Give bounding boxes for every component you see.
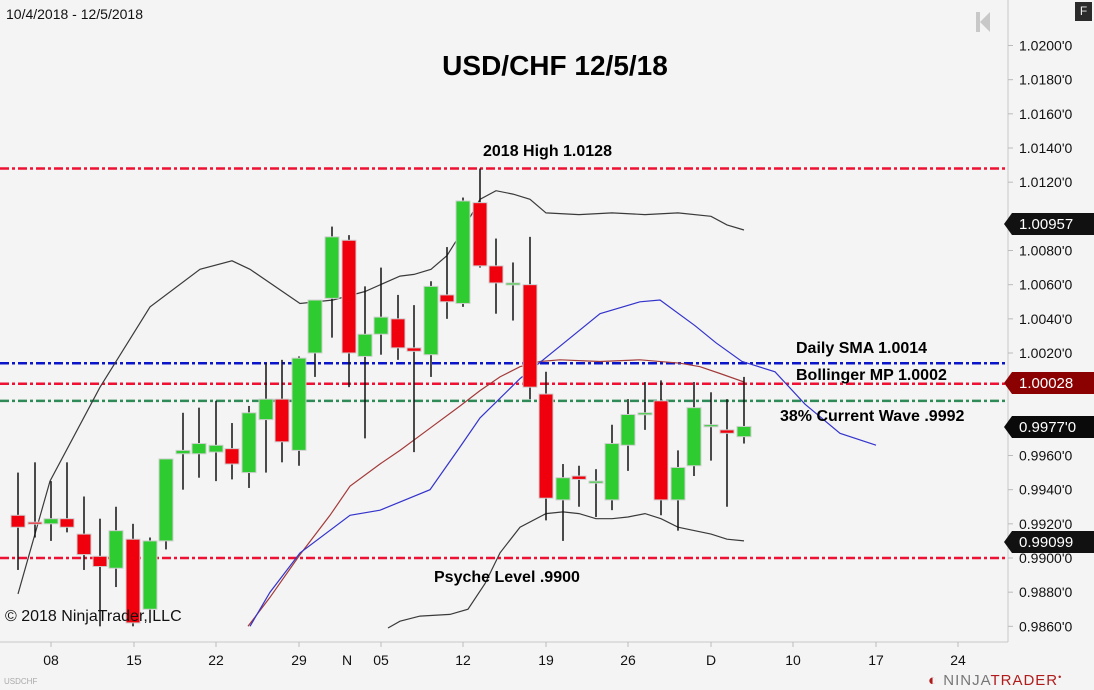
bear-candle bbox=[59, 518, 75, 528]
bull-candle bbox=[191, 443, 207, 455]
bull-candle bbox=[142, 540, 158, 610]
bear-candle bbox=[439, 294, 455, 303]
bull-candle bbox=[258, 398, 274, 421]
bear-candle bbox=[719, 429, 735, 434]
annotation-2018-high: 2018 High 1.0128 bbox=[483, 143, 612, 160]
bear-candle bbox=[390, 318, 406, 349]
x-tick-label: 08 bbox=[43, 652, 59, 668]
bull-candle bbox=[686, 407, 702, 467]
y-tick-label: 1.0080'0 bbox=[1019, 243, 1072, 259]
ninjatrader-logo: ◐ NINJATRADER• bbox=[928, 672, 1063, 689]
y-tick-label: 0.9940'0 bbox=[1019, 482, 1072, 498]
skip-to-start-icon[interactable] bbox=[975, 10, 991, 34]
bull-candle bbox=[505, 282, 521, 286]
bull-candle bbox=[588, 480, 604, 484]
x-tick-label: 19 bbox=[538, 652, 554, 668]
bull-candle bbox=[307, 299, 323, 354]
bear-candle bbox=[10, 514, 26, 528]
bear-candle bbox=[571, 475, 587, 480]
annotation-38-wave: 38% Current Wave .9992 bbox=[780, 408, 965, 425]
last-price-tag-text: 0.9977'0 bbox=[1019, 419, 1076, 436]
bull-candle bbox=[43, 518, 59, 525]
bull-candle bbox=[291, 357, 307, 451]
bear-candle bbox=[92, 555, 108, 568]
y-tick-label: 1.0040'0 bbox=[1019, 311, 1072, 327]
bull-candle bbox=[208, 444, 224, 453]
bear-candle bbox=[522, 284, 538, 388]
x-tick-label: 24 bbox=[950, 652, 966, 668]
bear-candle bbox=[488, 265, 504, 284]
bull-candle bbox=[373, 316, 389, 335]
bull-candle bbox=[357, 333, 373, 357]
bull-candle bbox=[620, 413, 636, 446]
bull-candle bbox=[108, 530, 124, 569]
bull-candle bbox=[158, 458, 174, 542]
mid-band-tag bbox=[1004, 372, 1094, 394]
mid-band-tag-text: 1.00028 bbox=[1019, 375, 1073, 392]
lower-band-tag bbox=[1004, 531, 1094, 553]
y-tick-label: 1.0020'0 bbox=[1019, 345, 1072, 361]
bear-candle bbox=[125, 538, 141, 624]
bull-candle bbox=[604, 443, 620, 501]
y-tick-label: 1.0060'0 bbox=[1019, 277, 1072, 293]
x-tick-label: 10 bbox=[785, 652, 801, 668]
x-tick-label: 22 bbox=[208, 652, 224, 668]
y-tick-label: 0.9860'0 bbox=[1019, 618, 1072, 634]
bollinger-upper-line bbox=[17, 190, 745, 595]
x-tick-label: 15 bbox=[126, 652, 142, 668]
bull-candle bbox=[423, 285, 439, 356]
y-tick-label: 1.0180'0 bbox=[1019, 72, 1072, 88]
f-button[interactable]: F bbox=[1075, 2, 1092, 21]
bear-candle bbox=[274, 398, 290, 443]
bull-candle bbox=[703, 424, 719, 428]
upper-band-tag bbox=[1004, 213, 1094, 235]
bear-candle bbox=[76, 533, 92, 556]
x-tick-label: D bbox=[706, 652, 716, 668]
annotation-bollinger-mp: Bollinger MP 1.0002 bbox=[796, 367, 947, 384]
bear-candle bbox=[538, 393, 554, 499]
bear-candle bbox=[653, 400, 669, 501]
bull-candle bbox=[555, 477, 571, 501]
y-tick-label: 1.0160'0 bbox=[1019, 106, 1072, 122]
bull-candle bbox=[175, 449, 191, 455]
bear-candle bbox=[472, 202, 488, 267]
y-tick-label: 0.9880'0 bbox=[1019, 584, 1072, 600]
x-tick-label: 29 bbox=[291, 652, 307, 668]
bear-candle bbox=[406, 347, 422, 352]
lower-band-tag-text: 0.99099 bbox=[1019, 534, 1073, 551]
bull-candle bbox=[324, 236, 340, 299]
bull-candle bbox=[455, 200, 471, 304]
x-tick-label: 17 bbox=[868, 652, 884, 668]
annotation-psyche-level: Psyche Level .9900 bbox=[434, 569, 580, 586]
chart-title: USD/CHF 12/5/18 bbox=[442, 50, 668, 81]
symbol-label: USDCHF bbox=[4, 677, 38, 686]
upper-band-tag-text: 1.00957 bbox=[1019, 216, 1073, 233]
date-range: 10/4/2018 - 12/5/2018 bbox=[6, 6, 144, 22]
bear-candle bbox=[27, 521, 43, 525]
x-tick-label: 12 bbox=[455, 652, 471, 668]
y-tick-label: 0.9920'0 bbox=[1019, 516, 1072, 532]
y-tick-label: 1.0120'0 bbox=[1019, 174, 1072, 190]
y-tick-label: 1.0140'0 bbox=[1019, 140, 1072, 156]
y-tick-label: 0.9960'0 bbox=[1019, 447, 1072, 463]
x-tick-label: 05 bbox=[373, 652, 389, 668]
bear-candle bbox=[341, 239, 357, 354]
last-price-tag bbox=[1004, 416, 1094, 438]
y-tick-label: 0.9900'0 bbox=[1019, 550, 1072, 566]
bull-candle bbox=[241, 412, 257, 474]
copyright: © 2018 NinjaTrader, LLC bbox=[5, 608, 182, 625]
bollinger-middle-line bbox=[247, 359, 745, 627]
bull-candle bbox=[670, 466, 686, 501]
bollinger-lower-line bbox=[387, 511, 745, 629]
daily-sma-line bbox=[249, 299, 877, 627]
bear-candle bbox=[224, 448, 240, 465]
annotation-daily-sma: Daily SMA 1.0014 bbox=[796, 340, 928, 357]
x-tick-label: N bbox=[342, 652, 352, 668]
bull-candle bbox=[637, 412, 653, 416]
ninjatrader-logo-icon: ◐ bbox=[928, 672, 939, 689]
y-tick-label: 1.0200'0 bbox=[1019, 38, 1072, 54]
bull-candle bbox=[736, 425, 752, 438]
x-tick-label: 26 bbox=[620, 652, 636, 668]
